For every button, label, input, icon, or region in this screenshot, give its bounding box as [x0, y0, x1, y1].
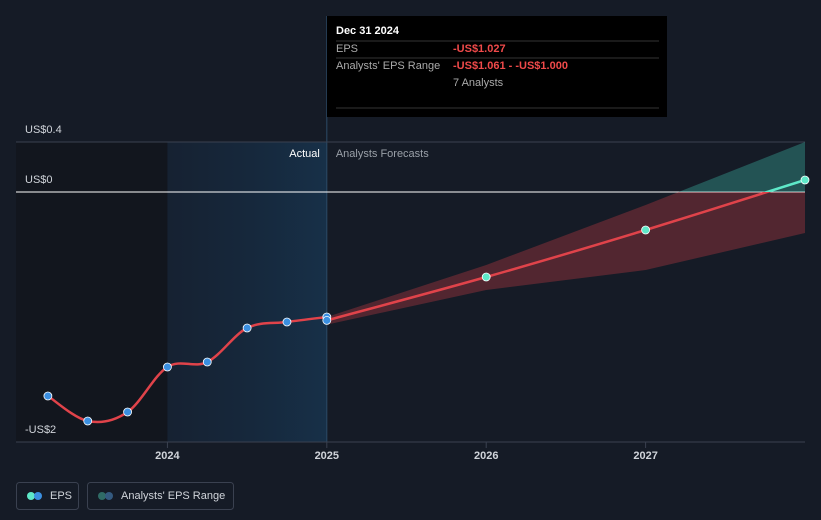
tooltip-date: Dec 31 2024	[336, 25, 400, 37]
tooltip-value: -US$1.027	[453, 43, 506, 55]
forecast-point	[641, 225, 651, 235]
eps-point	[123, 407, 132, 417]
eps-point	[83, 416, 93, 426]
x-tick-label: 2025	[315, 450, 339, 462]
legend: EPS Analysts' EPS Range	[16, 482, 234, 510]
range-band	[326, 192, 805, 325]
x-tick-label: 2024	[155, 450, 180, 462]
past-region	[16, 142, 168, 442]
eps-point	[43, 391, 53, 401]
forecast-point	[800, 175, 810, 185]
x-tick-label: 2026	[474, 450, 498, 462]
y-tick-label: US$0	[25, 174, 53, 186]
legend-label: Analysts' EPS Range	[121, 490, 225, 502]
tooltip: Dec 31 2024 EPS -US$1.027 Analysts' EPS …	[327, 16, 667, 117]
tooltip-label: Analysts' EPS Range	[336, 60, 440, 72]
eps-point	[202, 357, 212, 367]
region-label: Actual	[289, 148, 320, 160]
legend-label: EPS	[50, 490, 72, 502]
y-tick-label: US$0.4	[25, 124, 62, 136]
range-band	[678, 142, 805, 192]
forecast-point	[322, 315, 332, 325]
y-tick-label: -US$2	[25, 424, 56, 436]
legend-icon	[34, 492, 42, 500]
legend-icon	[27, 492, 35, 500]
legend-icon	[98, 492, 106, 500]
eps-point	[282, 317, 292, 327]
legend-icon	[105, 492, 113, 500]
x-tick-label: 2027	[633, 450, 657, 462]
eps-point	[163, 362, 172, 372]
region-label: Analysts Forecasts	[336, 148, 429, 160]
tooltip-box	[327, 16, 667, 117]
eps-point	[242, 323, 252, 333]
forecast-line	[326, 192, 772, 322]
tooltip-analysts: 7 Analysts	[453, 77, 504, 89]
legend-item[interactable]	[16, 482, 79, 510]
tooltip-label: EPS	[336, 43, 358, 55]
actual-region	[167, 142, 327, 442]
tooltip-value: -US$1.061 - -US$1.000	[453, 60, 568, 72]
forecast-point	[481, 272, 491, 282]
legend-item[interactable]	[87, 482, 234, 510]
